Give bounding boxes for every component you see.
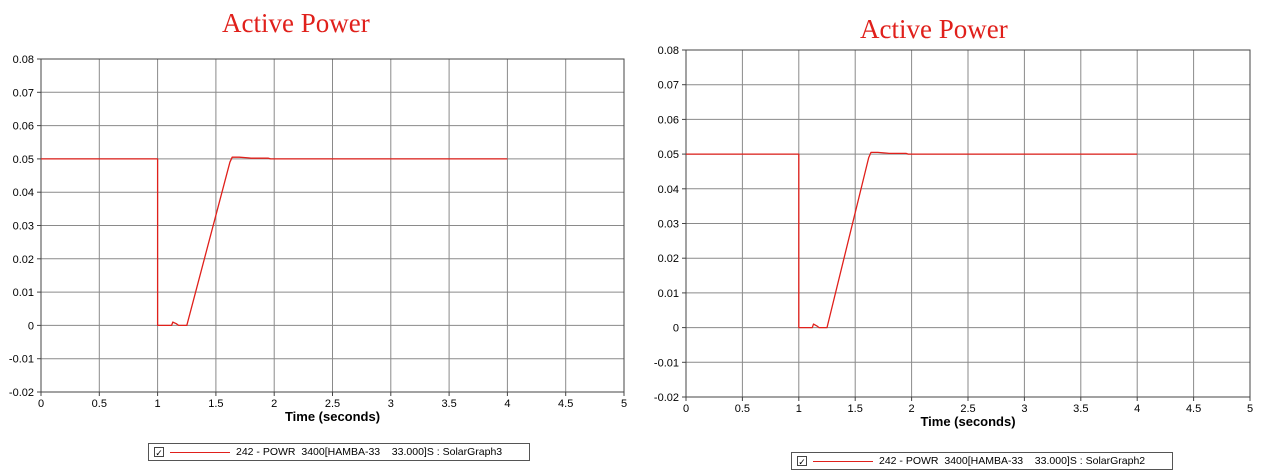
y-tick-label: 0.01 (658, 288, 679, 300)
x-tick-label: 4 (1134, 403, 1140, 415)
series-line (686, 151, 1138, 329)
y-tick-label: 0.05 (13, 154, 34, 166)
x-tick-label: 1 (796, 403, 802, 415)
y-tick-label: 0.07 (658, 80, 679, 92)
y-tick-label: 0.05 (658, 149, 679, 161)
chart-title: Active Power (222, 8, 370, 38)
legend-checkbox[interactable]: ✓ (797, 456, 807, 467)
y-tick-label: 0.06 (658, 114, 679, 126)
legend-label: 242 - POWR 3400[HAMBA-33 33.000]S : Sola… (879, 455, 1146, 467)
y-tick-label: 0.03 (13, 221, 34, 233)
series-line (41, 156, 508, 327)
y-tick-label: 0.08 (658, 45, 679, 57)
plot-area: 0 0.5 1 1.5 2 2.5 3 3.5 4 4.5 5 0.08 0.07 0.06 0.05 0.0… (9, 54, 627, 424)
y-tick-label: 0.07 (13, 87, 34, 99)
chart-panel-right: Active Power 0 0.5 1 1.5 2 2.5 3 3.5 4 4.5 5 0.08 0.… (640, 0, 1264, 473)
y-tick-label: 0.04 (13, 187, 34, 199)
x-axis-label: Time (seconds) (285, 409, 380, 424)
x-axis-label: Time (seconds) (920, 414, 1015, 429)
x-tick-label: 2.5 (325, 398, 340, 410)
x-tick-label: 1 (155, 398, 161, 410)
x-tick-label: 5 (621, 398, 627, 410)
legend[interactable]: ✓ 242 - POWR 3400[HAMBA-33 33.000]S : So… (791, 452, 1173, 470)
x-tick-label: 3.5 (1073, 403, 1088, 415)
x-tick-label: 0.5 (92, 398, 107, 410)
y-tick-label: 0 (28, 320, 34, 332)
x-tick-label: 4.5 (1186, 403, 1201, 415)
chart-panel-left: Active Power 0 0.5 1 1.5 2 2.5 3 3.5 4 4.5 5 0.08 0.… (9, 8, 627, 461)
legend-line-swatch (170, 451, 230, 453)
x-tick-label: 1.5 (208, 398, 223, 410)
y-tick-label: 0.08 (13, 54, 34, 66)
y-tick-label: -0.01 (654, 357, 679, 369)
x-tick-label: 4.5 (558, 398, 573, 410)
x-tick-label: 2 (909, 403, 915, 415)
grid (40, 58, 625, 393)
y-tick-label: 0.02 (13, 254, 34, 266)
legend[interactable]: ✓ 242 - POWR 3400[HAMBA-33 33.000]S : So… (148, 443, 530, 461)
x-tick-label: 3.5 (441, 398, 456, 410)
y-tick-label: -0.01 (9, 354, 34, 366)
y-tick-label: 0.03 (658, 219, 679, 231)
x-tick-label: 0 (38, 398, 44, 410)
x-tick-label: 3 (1021, 403, 1027, 415)
x-tick-label: 0.5 (735, 403, 750, 415)
y-tick-label: 0.01 (13, 287, 34, 299)
x-tick-label: 2.5 (960, 403, 975, 415)
legend-line-swatch (813, 460, 873, 462)
grid (685, 49, 1251, 398)
plot-area: 0 0.5 1 1.5 2 2.5 3 3.5 4 4.5 5 0.08 0.07 0.06 0.05 0.0… (654, 45, 1253, 429)
y-tick-label: -0.02 (9, 387, 34, 399)
x-tick-label: 5 (1247, 403, 1253, 415)
legend-label: 242 - POWR 3400[HAMBA-33 33.000]S : Sola… (236, 446, 503, 458)
x-tick-label: 4 (504, 398, 510, 410)
chart-title: Active Power (860, 14, 1008, 44)
y-tick-label: 0.06 (13, 121, 34, 133)
x-tick-label: 2 (271, 398, 277, 410)
y-tick-label: 0.02 (658, 253, 679, 265)
y-tick-label: 0.04 (658, 184, 679, 196)
y-tick-label: -0.02 (654, 392, 679, 404)
x-tick-label: 0 (683, 403, 689, 415)
x-tick-label: 3 (388, 398, 394, 410)
y-tick-label: 0 (673, 323, 679, 335)
legend-checkbox[interactable]: ✓ (154, 447, 164, 458)
x-tick-label: 1.5 (848, 403, 863, 415)
